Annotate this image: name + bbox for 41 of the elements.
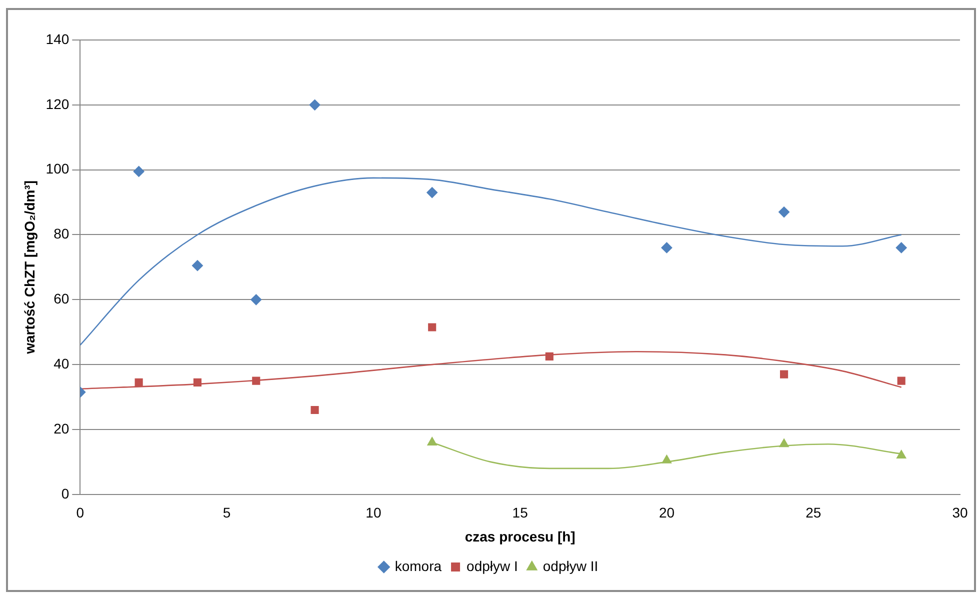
x-tick-label: 25 [806,504,822,521]
point [896,242,907,254]
y-tick-label: 80 [54,226,70,242]
x-tick-label: 10 [366,504,382,521]
y-tick-label: 100 [46,160,70,177]
legend-label: odpływ II [542,558,598,574]
point [779,438,789,448]
y-tick-label: 140 [46,30,70,47]
point [661,242,672,254]
x-tick-label: 0 [76,504,84,521]
point [780,370,788,378]
y-tick-label: 20 [54,420,70,436]
point [427,436,437,446]
point [778,206,790,218]
point [545,352,554,360]
y-axis-title: wartość ChZT [mgO₂/dm³] [21,180,38,355]
x-tick-label: 30 [952,504,968,521]
point [310,406,319,414]
point [133,166,144,177]
y-tick-label: 40 [54,355,70,372]
point [193,378,202,386]
point [250,294,262,306]
point [192,260,203,272]
line-series [80,177,902,346]
x-tick-label: 20 [658,504,675,521]
x-axis-title: czas procesu [h] [464,528,576,544]
x-tick-label: 5 [222,504,231,521]
y-tick-label: 0 [61,485,70,502]
y-tick-label: 60 [54,290,70,307]
point [426,187,438,198]
y-tick-label: 120 [46,96,70,112]
x-tick-label: 15 [512,504,528,521]
legend-label: odpływ I [466,558,518,574]
point [897,376,906,385]
point [662,454,672,464]
point [252,376,260,385]
point [428,323,436,332]
point [134,378,143,386]
legend-label: komora [394,558,442,574]
point [896,450,906,458]
point [309,99,320,110]
